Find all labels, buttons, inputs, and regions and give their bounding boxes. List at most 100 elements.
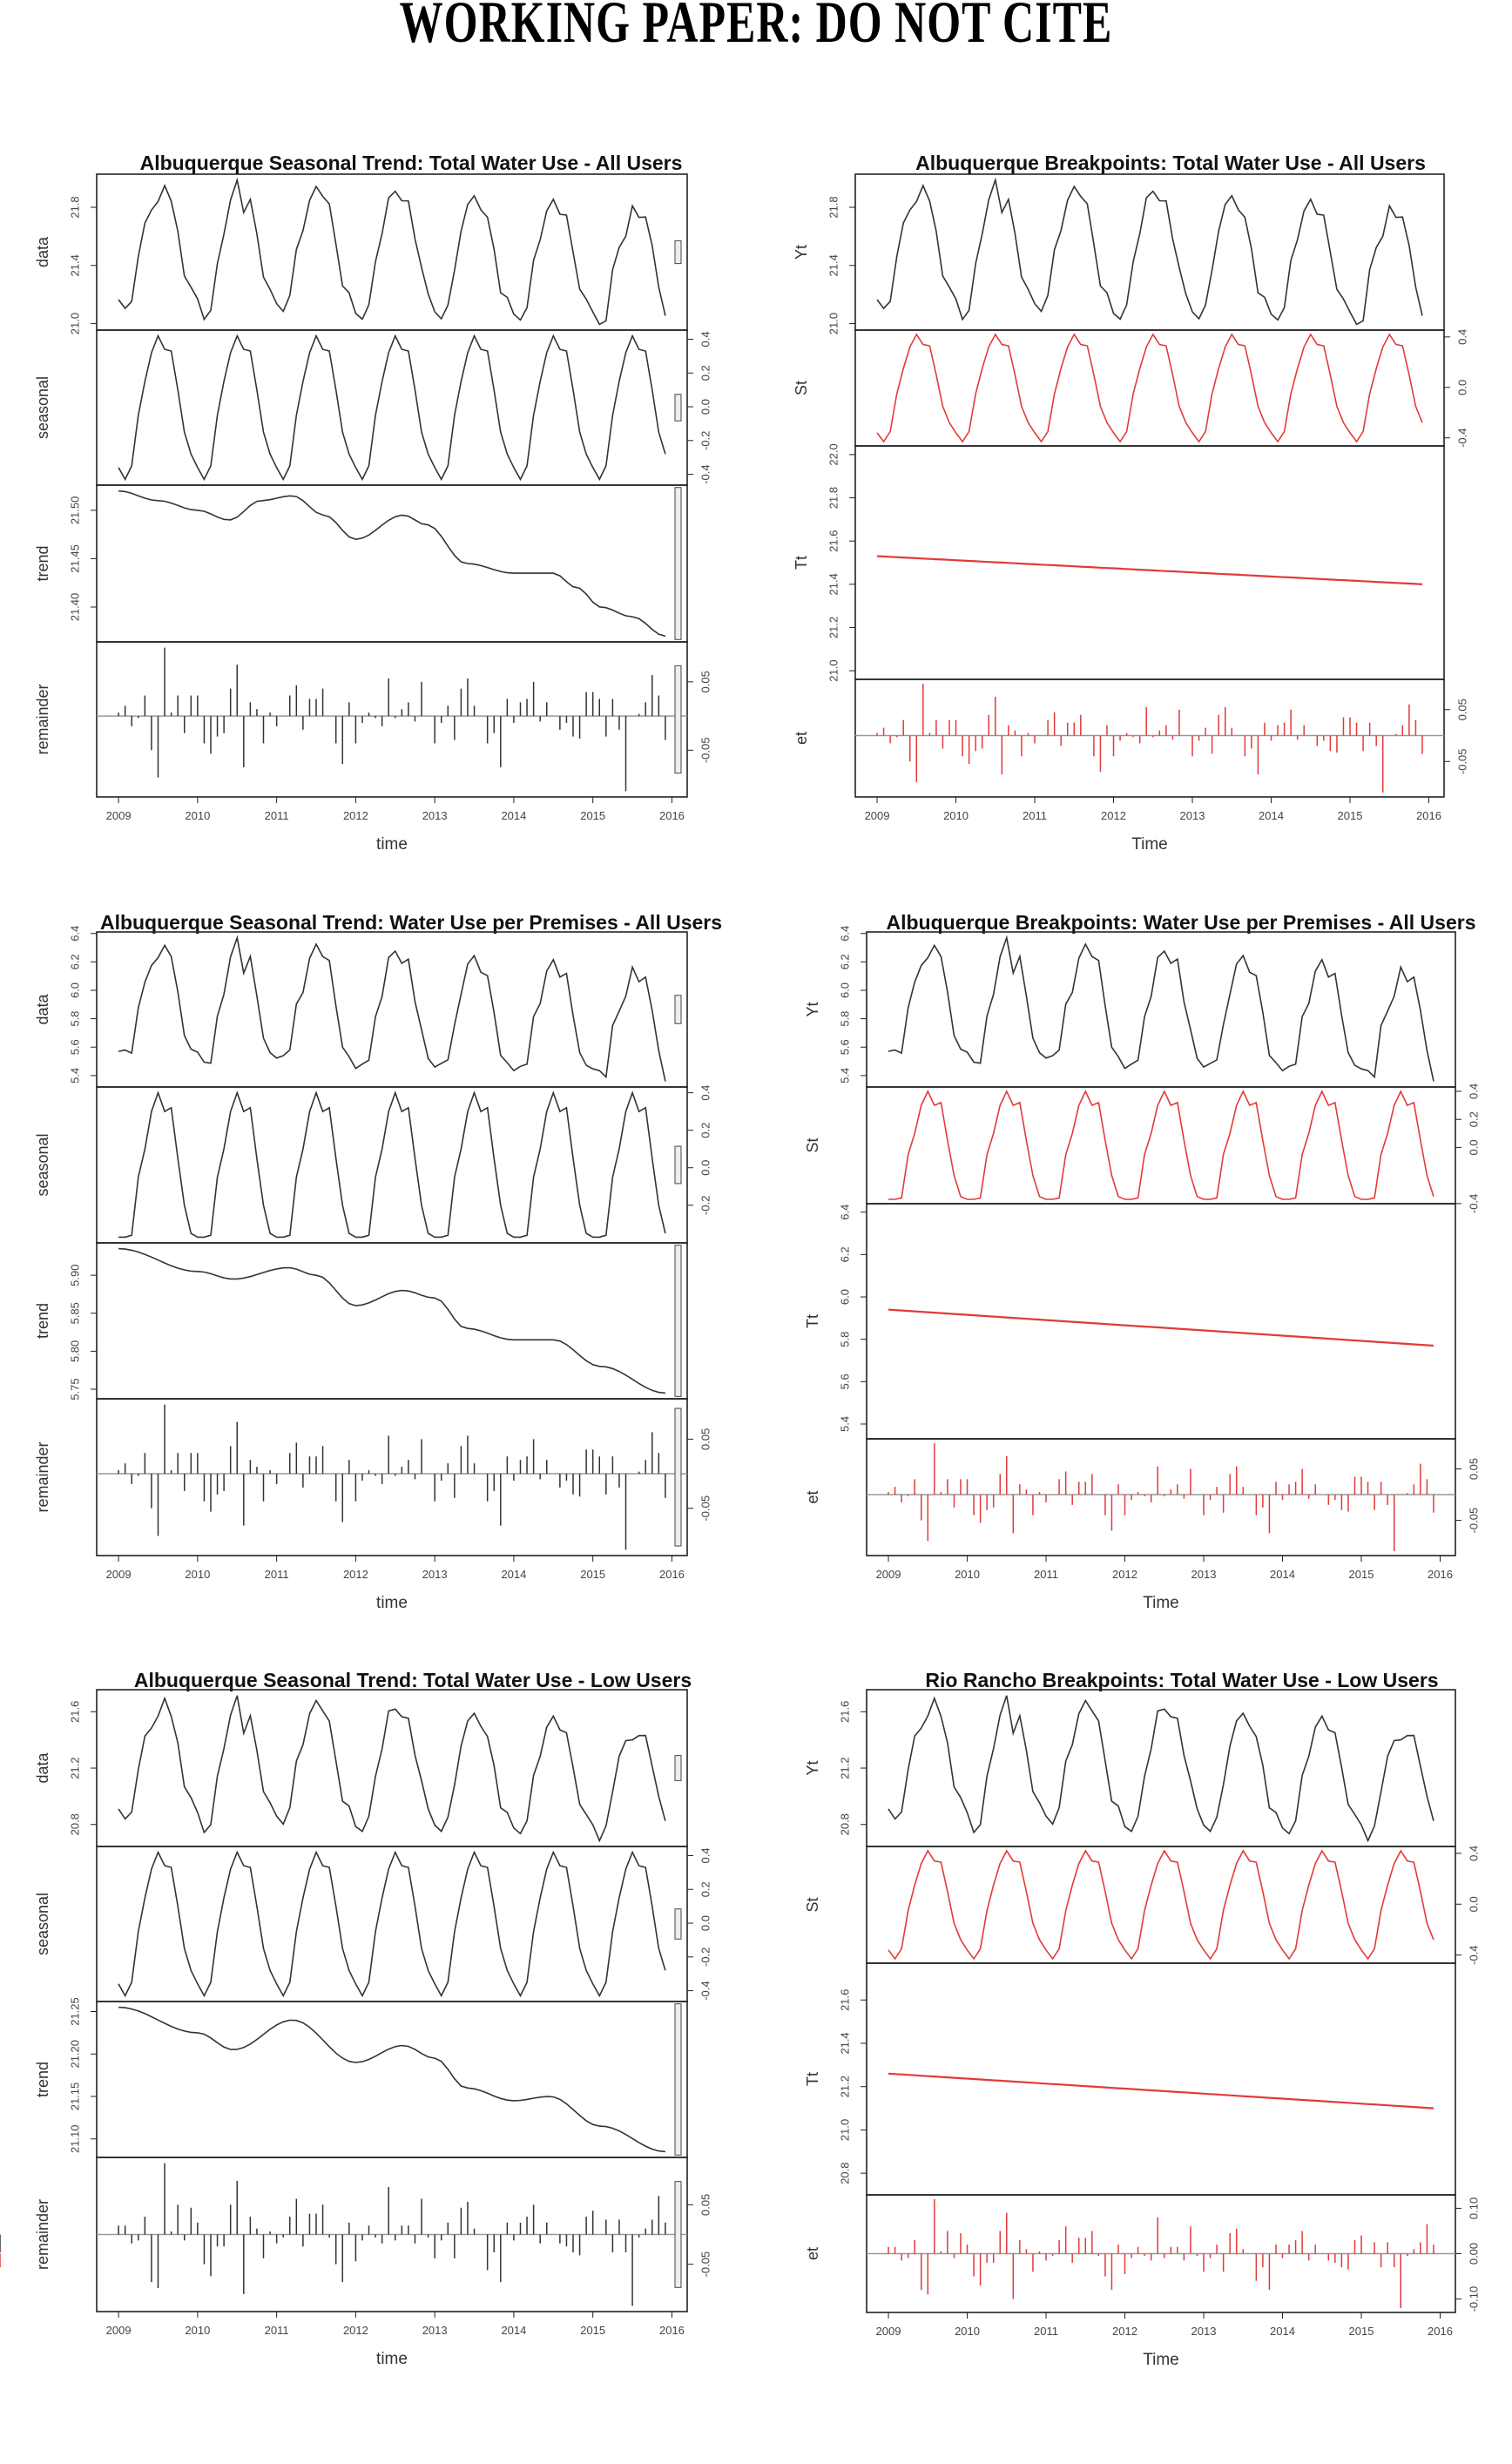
range-bar — [674, 995, 682, 1024]
panel-frame — [866, 1689, 1456, 1847]
y-tick-label: -0.4 — [699, 1981, 712, 2000]
y-tick-label: 22.0 — [827, 443, 840, 465]
x-tick-label: 2015 — [1349, 1568, 1374, 1581]
panel-label: Tt — [804, 1314, 821, 1328]
panel-label: data — [34, 236, 51, 267]
chart-4: Albuquerque Breakpoints: Water Use per P… — [804, 911, 1480, 1612]
range-bar — [674, 2181, 682, 2288]
x-tick-label: 2014 — [1270, 1568, 1295, 1581]
panel-frame — [866, 1438, 1456, 1556]
panel-Tt: 20.8 21.0 21.2 21.4 21.6 Tt — [804, 1962, 1456, 2196]
y-tick-label: 21.2 — [838, 2076, 851, 2097]
x-axis-label: time — [376, 2350, 408, 2368]
data-line — [118, 935, 666, 1082]
y-tick-label: 0.05 — [699, 2194, 712, 2216]
range-bar — [674, 1755, 682, 1781]
y-tick-label: 21.6 — [838, 1989, 851, 2011]
panel-label: seasonal — [34, 1133, 51, 1196]
panel-remainder: -0.05 0.05 remainder — [34, 641, 712, 798]
panel-label: Yt — [804, 1002, 821, 1016]
y-tick-label: 5.6 — [68, 1039, 81, 1055]
y-tick-label: -0.2 — [699, 431, 712, 450]
y-tick-label: 21.8 — [68, 196, 81, 218]
x-tick-label: 2016 — [1428, 1568, 1453, 1581]
chart-title: Albuquerque Breakpoints: Water Use per P… — [887, 911, 1476, 934]
panel-frame — [96, 1086, 688, 1244]
y-tick-label: -0.05 — [1467, 1508, 1480, 1534]
panel-frame — [96, 2001, 688, 2158]
panel-label: et — [804, 2247, 821, 2260]
y-tick-label: 0.2 — [699, 1123, 712, 1138]
panel-St: -0.4 0.0 0.4 St — [804, 1846, 1480, 1965]
chart-title: Albuquerque Seasonal Trend: Total Water … — [134, 1669, 692, 1691]
y-tick-label: 6.2 — [838, 1246, 851, 1262]
y-tick-label: 21.0 — [68, 313, 81, 334]
y-tick-label: 21.8 — [827, 196, 840, 218]
x-tick-label: 2015 — [580, 809, 605, 822]
Tt-line — [888, 2072, 1434, 2110]
y-tick-label: -0.4 — [1467, 1194, 1480, 1213]
panel-trend: 21.40 21.45 21.50 trend — [34, 484, 688, 643]
x-tick-label: 2009 — [106, 2324, 132, 2337]
chart-6: Rio Rancho Breakpoints: Total Water Use … — [0, 1669, 1480, 2369]
y-tick-label: -0.05 — [699, 1495, 712, 1522]
Tt-line — [876, 555, 1423, 585]
x-tick-label: 2012 — [343, 809, 368, 822]
y-tick-label: 0.4 — [699, 1847, 712, 1863]
panel-seasonal: -0.4 -0.2 0.0 0.2 0.4 seasonal — [34, 329, 712, 486]
x-tick-label: 2010 — [955, 2325, 980, 2338]
x-tick-label: 2010 — [185, 1568, 210, 1581]
panel-frame — [854, 445, 1445, 680]
panel-et: -0.05 0.05 et — [804, 1438, 1480, 1556]
panel-frame — [96, 1689, 688, 1847]
x-tick-label: 2012 — [1101, 809, 1126, 822]
x-axis-label: Time — [1131, 835, 1168, 854]
panel-label: St — [793, 381, 810, 395]
x-tick-label: 2010 — [955, 1568, 980, 1581]
Yt-line — [888, 1695, 1434, 1843]
x-tick-label: 2011 — [1034, 2325, 1058, 2338]
chart-3: Albuquerque Seasonal Trend: Water Use pe… — [34, 911, 722, 1612]
x-tick-label: 2013 — [1191, 2325, 1217, 2338]
y-tick-label: 21.0 — [827, 659, 840, 681]
y-tick-label: 0.0 — [1455, 380, 1468, 395]
panel-frame — [854, 329, 1445, 447]
x-tick-label: 2016 — [659, 2324, 685, 2337]
panel-label: data — [34, 1752, 51, 1784]
Tt-line — [888, 1308, 1434, 1347]
x-tick-label: 2016 — [1428, 2325, 1453, 2338]
y-tick-label: -0.10 — [1467, 2286, 1480, 2312]
y-tick-label: 0.4 — [699, 1085, 712, 1101]
y-tick-label: 0.05 — [1455, 699, 1468, 720]
panel-et: -0.10 0.00 0.10 et — [0, 2194, 1480, 2313]
y-tick-label: 6.2 — [838, 954, 851, 969]
range-bar — [674, 1908, 682, 1940]
range-bar — [674, 487, 682, 640]
y-tick-label: 21.45 — [68, 544, 81, 573]
panel-Tt: 5.4 5.6 5.8 6.0 6.2 6.4 Tt — [804, 1203, 1456, 1440]
working-paper-banner: WORKING PAPER: DO NOT CITE — [399, 0, 1113, 55]
y-tick-label: 20.8 — [68, 1813, 81, 1835]
y-tick-label: 21.15 — [68, 2083, 81, 2111]
panel-label: remainder — [34, 684, 51, 754]
panel-remainder: -0.05 0.05 remainder — [0, 2157, 712, 2312]
y-tick-label: 0.0 — [699, 399, 712, 415]
panel-label: seasonal — [34, 376, 51, 439]
x-tick-label: 2010 — [185, 2324, 210, 2337]
data-line — [118, 1695, 666, 1843]
y-tick-label: 21.4 — [827, 573, 840, 595]
y-tick-label: 5.8 — [838, 1011, 851, 1027]
panel-data: 21.0 21.4 21.8 data — [34, 173, 688, 334]
x-tick-label: 2012 — [1112, 1568, 1137, 1581]
x-tick-label: 2010 — [943, 809, 969, 822]
panel-frame — [866, 1846, 1456, 1964]
y-tick-label: 21.0 — [827, 313, 840, 334]
y-tick-label: 20.8 — [838, 2162, 851, 2184]
panel-seasonal: -0.4 -0.2 0.0 0.2 0.4 seasonal — [34, 1846, 712, 2002]
y-tick-label: -0.05 — [1455, 748, 1468, 774]
y-tick-label: 0.05 — [1467, 1458, 1480, 1480]
y-tick-label: 21.50 — [68, 496, 81, 525]
St-line — [888, 1090, 1434, 1200]
y-tick-label: 21.8 — [827, 487, 840, 509]
panel-Yt: 21.0 21.4 21.8 Yt — [793, 173, 1445, 334]
